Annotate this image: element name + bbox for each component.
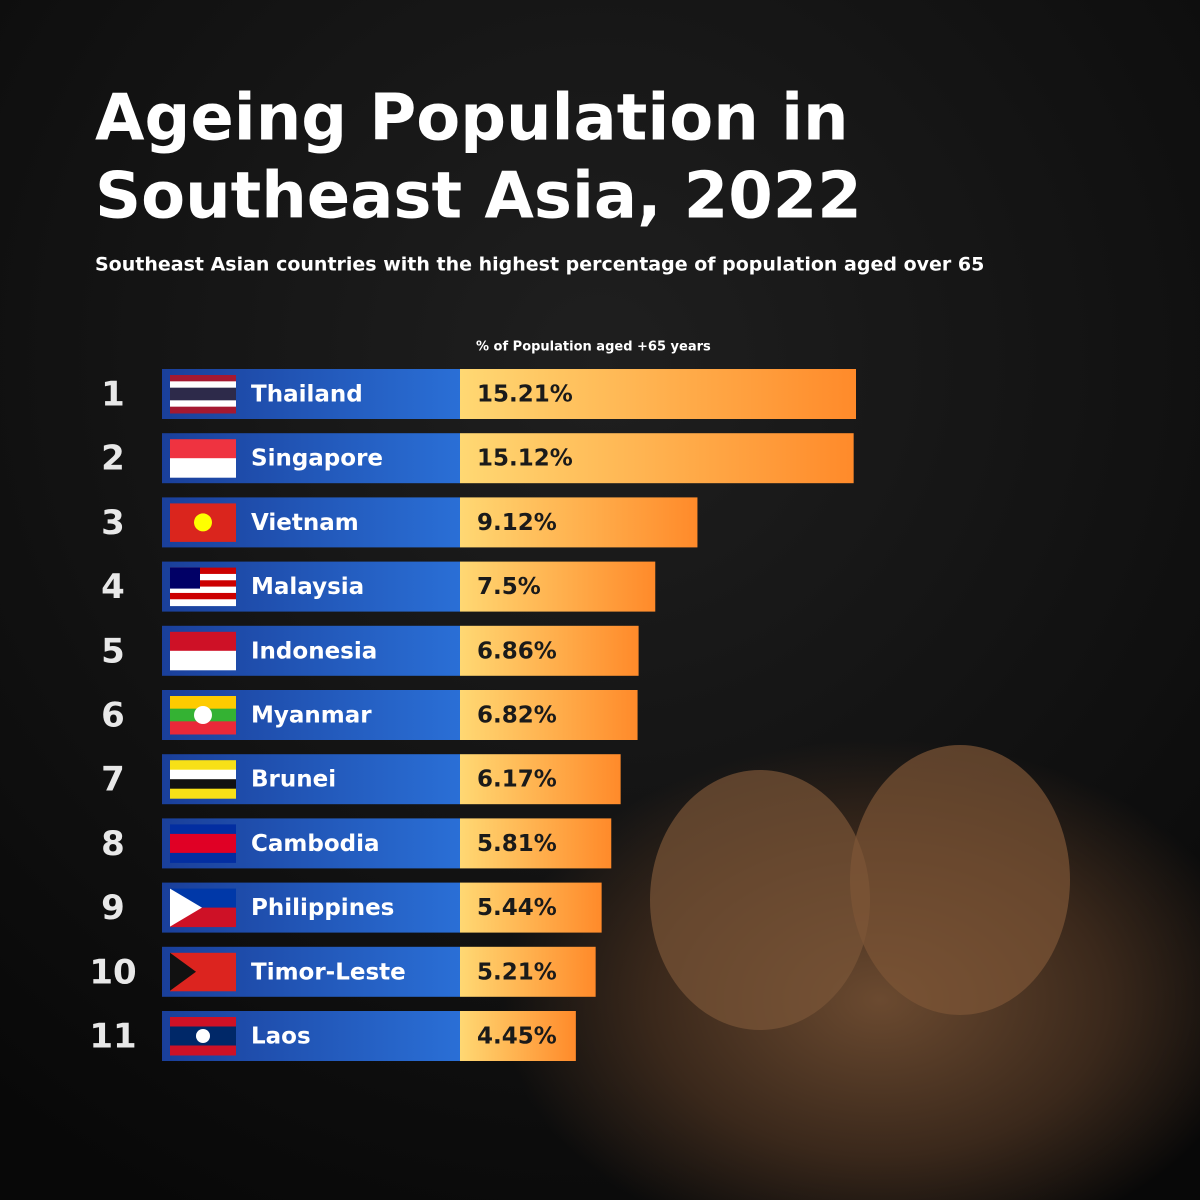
bar	[460, 946, 596, 997]
flag	[170, 1017, 236, 1027]
value-label: 5.81%	[477, 831, 557, 857]
flag	[196, 1029, 210, 1043]
flag	[194, 513, 212, 532]
value-label: 9.12%	[477, 510, 557, 536]
rank: 1	[101, 375, 125, 415]
country-label: Philippines	[251, 895, 394, 921]
flag	[194, 706, 212, 724]
bar	[460, 818, 612, 869]
flag	[170, 400, 236, 408]
flag	[170, 760, 236, 771]
flag	[170, 888, 202, 927]
country-label: Laos	[251, 1024, 311, 1050]
rank: 6	[101, 696, 125, 736]
flag	[170, 721, 236, 735]
flag	[170, 843, 236, 854]
country-label: Timor-Leste	[251, 959, 406, 985]
flag	[170, 586, 236, 594]
flag	[170, 952, 196, 991]
country-label: Myanmar	[251, 703, 372, 729]
rank: 7	[101, 760, 125, 800]
flag	[170, 824, 236, 835]
flag	[170, 769, 236, 780]
country-label: Thailand	[251, 382, 363, 408]
value-label: 5.44%	[477, 895, 557, 921]
flag	[170, 573, 236, 581]
value-label: 6.86%	[477, 638, 557, 664]
title: Southeast Asia, 2022	[95, 160, 862, 234]
flag	[170, 567, 236, 575]
bar	[460, 1011, 576, 1061]
value-label: 15.21%	[477, 382, 573, 408]
bar	[460, 754, 621, 805]
rank: 3	[101, 503, 125, 543]
title: Ageing Population in	[95, 82, 849, 156]
country-label: Malaysia	[251, 574, 364, 600]
value-label: 15.12%	[477, 446, 573, 472]
subtitle: Southeast Asian countries with the highe…	[95, 254, 984, 276]
value-label: 6.17%	[477, 767, 557, 793]
rank: 2	[101, 439, 125, 479]
flag	[170, 852, 236, 863]
rank: 5	[101, 631, 125, 671]
flag	[170, 387, 236, 395]
flag	[170, 592, 236, 600]
bar	[460, 497, 698, 548]
flag	[170, 779, 236, 790]
bar	[460, 882, 602, 933]
bar	[460, 561, 656, 612]
flag	[170, 439, 236, 459]
country-label: Singapore	[251, 446, 383, 472]
rank: 8	[101, 824, 125, 864]
rank: 11	[89, 1017, 136, 1057]
flag	[170, 580, 236, 588]
bar	[460, 433, 854, 484]
flag	[170, 631, 236, 652]
flag	[170, 406, 236, 414]
photo-face	[850, 745, 1070, 1015]
axis-label: % of Population aged +65 years	[476, 340, 711, 355]
flag	[170, 381, 236, 389]
flag	[170, 375, 236, 382]
flag	[170, 788, 236, 799]
flag	[170, 599, 236, 607]
rank: 4	[101, 567, 125, 607]
rank: 9	[101, 888, 125, 928]
value-label: 5.21%	[477, 959, 557, 985]
flag	[170, 394, 236, 401]
flag	[170, 567, 200, 589]
rank: 10	[89, 952, 136, 992]
country-label: Cambodia	[251, 831, 380, 857]
bar	[460, 690, 638, 740]
bar	[460, 625, 639, 676]
value-label: 6.82%	[477, 703, 557, 729]
flag	[170, 1045, 236, 1056]
flag	[170, 833, 236, 844]
flag	[170, 650, 236, 671]
flag	[170, 696, 236, 710]
country-label: Vietnam	[251, 510, 359, 536]
photo-face	[650, 770, 870, 1030]
bar	[460, 369, 856, 419]
value-label: 4.45%	[477, 1024, 557, 1050]
country-label: Indonesia	[251, 638, 377, 664]
flag	[170, 458, 236, 478]
country-label: Brunei	[251, 767, 336, 793]
value-label: 7.5%	[477, 574, 541, 600]
